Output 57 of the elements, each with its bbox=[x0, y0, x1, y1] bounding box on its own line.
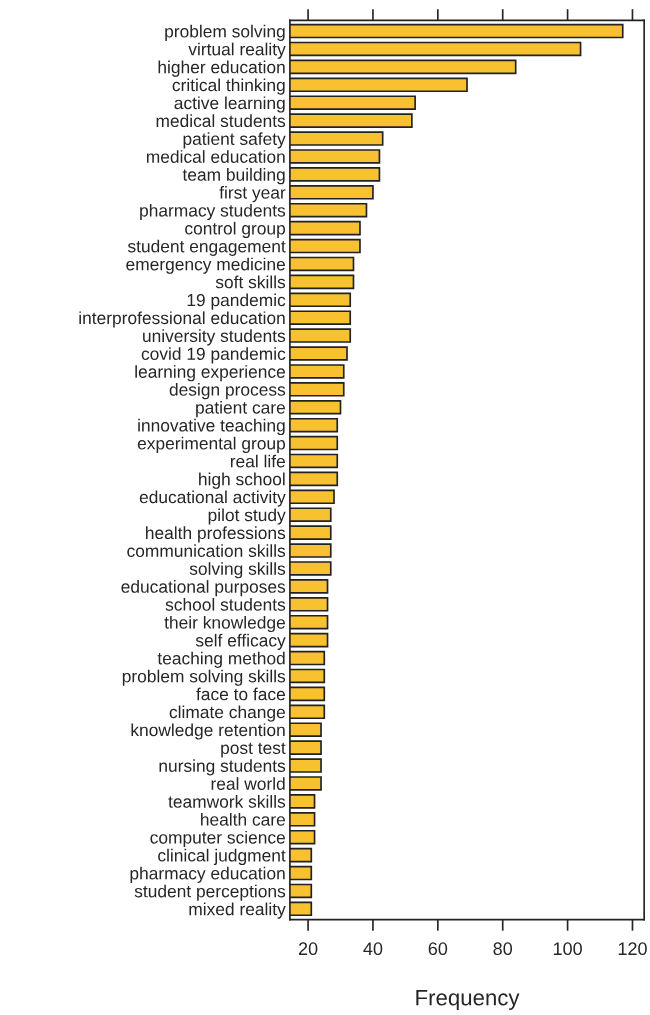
x-tick-label: 100 bbox=[553, 942, 582, 956]
y-tick-label: real life bbox=[230, 454, 285, 468]
y-tick-label: computer science bbox=[150, 830, 285, 848]
y-tick-label: self efficacy bbox=[195, 633, 286, 651]
y-tick-label: health care bbox=[201, 812, 285, 826]
y-tick-label: student engagement bbox=[127, 239, 286, 256]
y-tick-label: control group bbox=[185, 221, 286, 238]
y-tick-label: innovative teaching bbox=[138, 418, 285, 436]
y-tick-label: pharmacy education bbox=[130, 866, 285, 883]
y-tick-label: nursing students bbox=[159, 759, 286, 776]
y-tick-label: climate change bbox=[169, 705, 285, 722]
x-tick-label: 60 bbox=[428, 942, 448, 956]
y-tick-label: patient care bbox=[196, 400, 285, 418]
y-tick-label: design process bbox=[169, 383, 286, 400]
y-tick-label: higher education bbox=[158, 60, 285, 77]
y-tick-label: soft skills bbox=[215, 275, 286, 289]
y-tick-label: pilot study bbox=[208, 508, 286, 525]
y-tick-label: emergency medicine bbox=[126, 257, 285, 274]
y-tick-label: knowledge retention bbox=[131, 723, 285, 740]
y-tick-label: high school bbox=[199, 472, 285, 489]
y-tick-label: school students bbox=[165, 598, 286, 611]
y-tick-label: health professions bbox=[146, 526, 286, 543]
y-tick-label: patient safety bbox=[183, 132, 286, 149]
x-tick-label: 40 bbox=[363, 942, 383, 956]
y-tick-label: communication skills bbox=[127, 544, 286, 558]
x-tick-label: 20 bbox=[298, 942, 318, 956]
y-tick-label: learning experience bbox=[135, 365, 285, 382]
y-tick-label: critical thinking bbox=[172, 78, 285, 95]
y-tick-label: experimental group bbox=[137, 436, 286, 453]
y-tick-label: their knowledge bbox=[164, 615, 285, 633]
y-tick-label: post test bbox=[221, 742, 286, 758]
y-tick-label: solving skills bbox=[189, 562, 286, 579]
x-axis-title: Frequency bbox=[416, 990, 520, 1010]
y-tick-label: first year bbox=[219, 185, 286, 203]
y-tick-label: team building bbox=[182, 168, 285, 185]
y-tick-label: educational activity bbox=[139, 490, 286, 507]
y-tick-label: teaching method bbox=[157, 651, 285, 668]
y-tick-label: problem solving skills bbox=[122, 669, 286, 686]
y-tick-label: university students bbox=[143, 329, 286, 346]
y-tick-label: covid 19 pandemic bbox=[141, 347, 286, 364]
y-tick-label: teamwork skills bbox=[168, 795, 286, 808]
y-tick-label: student perceptions bbox=[134, 884, 286, 901]
y-tick-label: virtual reality bbox=[188, 42, 286, 59]
x-tick-label: 120 bbox=[618, 942, 647, 956]
y-tick-label: medical students bbox=[156, 114, 286, 128]
y-tick-label: real world bbox=[211, 777, 285, 790]
y-tick-label: face to face bbox=[196, 687, 285, 701]
y-tick-label: clinical judgment bbox=[158, 848, 286, 865]
y-tick-label: educational purposes bbox=[121, 580, 286, 597]
y-tick-label: active learning bbox=[174, 96, 285, 113]
y-tick-label: medical education bbox=[146, 150, 285, 163]
y-tick-label: 19 pandemic bbox=[187, 293, 286, 310]
y-tick-label: pharmacy students bbox=[140, 203, 286, 221]
y-tick-label: mixed reality bbox=[189, 902, 286, 919]
y-tick-label: interprofessional education bbox=[79, 311, 285, 328]
x-tick-label: 80 bbox=[493, 942, 513, 956]
y-tick-label: problem solving bbox=[165, 24, 285, 41]
